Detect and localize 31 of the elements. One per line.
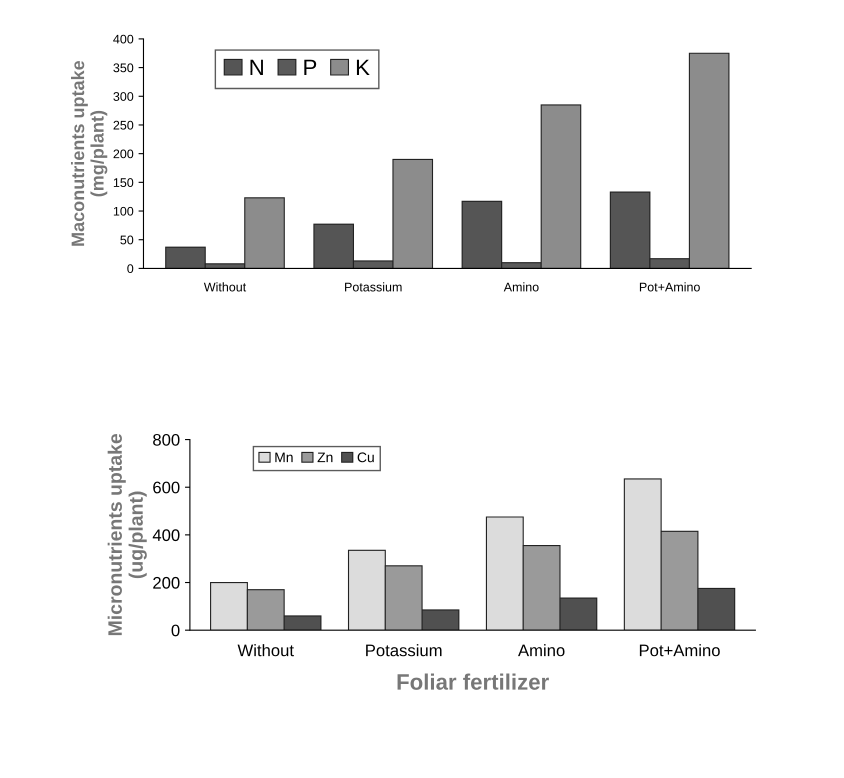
legend-label: Mn: [275, 452, 293, 462]
x-tick-label: Potassium: [345, 282, 402, 292]
legend-label: Zn: [318, 452, 332, 462]
y-tick-label: 150: [114, 178, 134, 187]
x-tick-label: Potassium: [366, 644, 442, 656]
y-tick-label: 300: [113, 92, 134, 101]
y-tick-label: 200: [153, 576, 180, 589]
y-tick-label: 600: [153, 482, 180, 494]
y-tick-label: 100: [114, 206, 134, 216]
x-axis-title: Foliar fertilizer: [398, 673, 549, 690]
legend-label: P: [304, 60, 316, 76]
x-tick-label: Pot+Amino: [640, 282, 700, 292]
y-tick-label: 0: [172, 624, 180, 636]
x-tick-label: Amino: [518, 644, 565, 656]
x-tick-label: Without: [238, 644, 294, 656]
x-tick-label: Pot+Amino: [640, 644, 720, 656]
y-axis-title: Micronutrients uptake (ug/plant): [108, 434, 147, 636]
y-tick-label: 200: [114, 149, 134, 158]
y-tick-label: 350: [113, 63, 134, 72]
legend-label: N: [250, 60, 263, 76]
y-tick-label: 800: [153, 434, 180, 446]
y-tick-label: 400: [113, 34, 134, 44]
x-tick-label: Amino: [504, 282, 539, 292]
legend-label: Cu: [358, 452, 374, 462]
y-tick-label: 250: [114, 120, 134, 130]
x-tick-label: Without: [204, 282, 246, 292]
y-tick-label: 50: [120, 236, 134, 244]
legend-label: K: [356, 60, 370, 76]
y-axis-title: Maconutrients uptake (mg/plant): [70, 60, 108, 246]
y-tick-label: 400: [152, 529, 180, 542]
y-tick-label: 0: [127, 264, 134, 274]
